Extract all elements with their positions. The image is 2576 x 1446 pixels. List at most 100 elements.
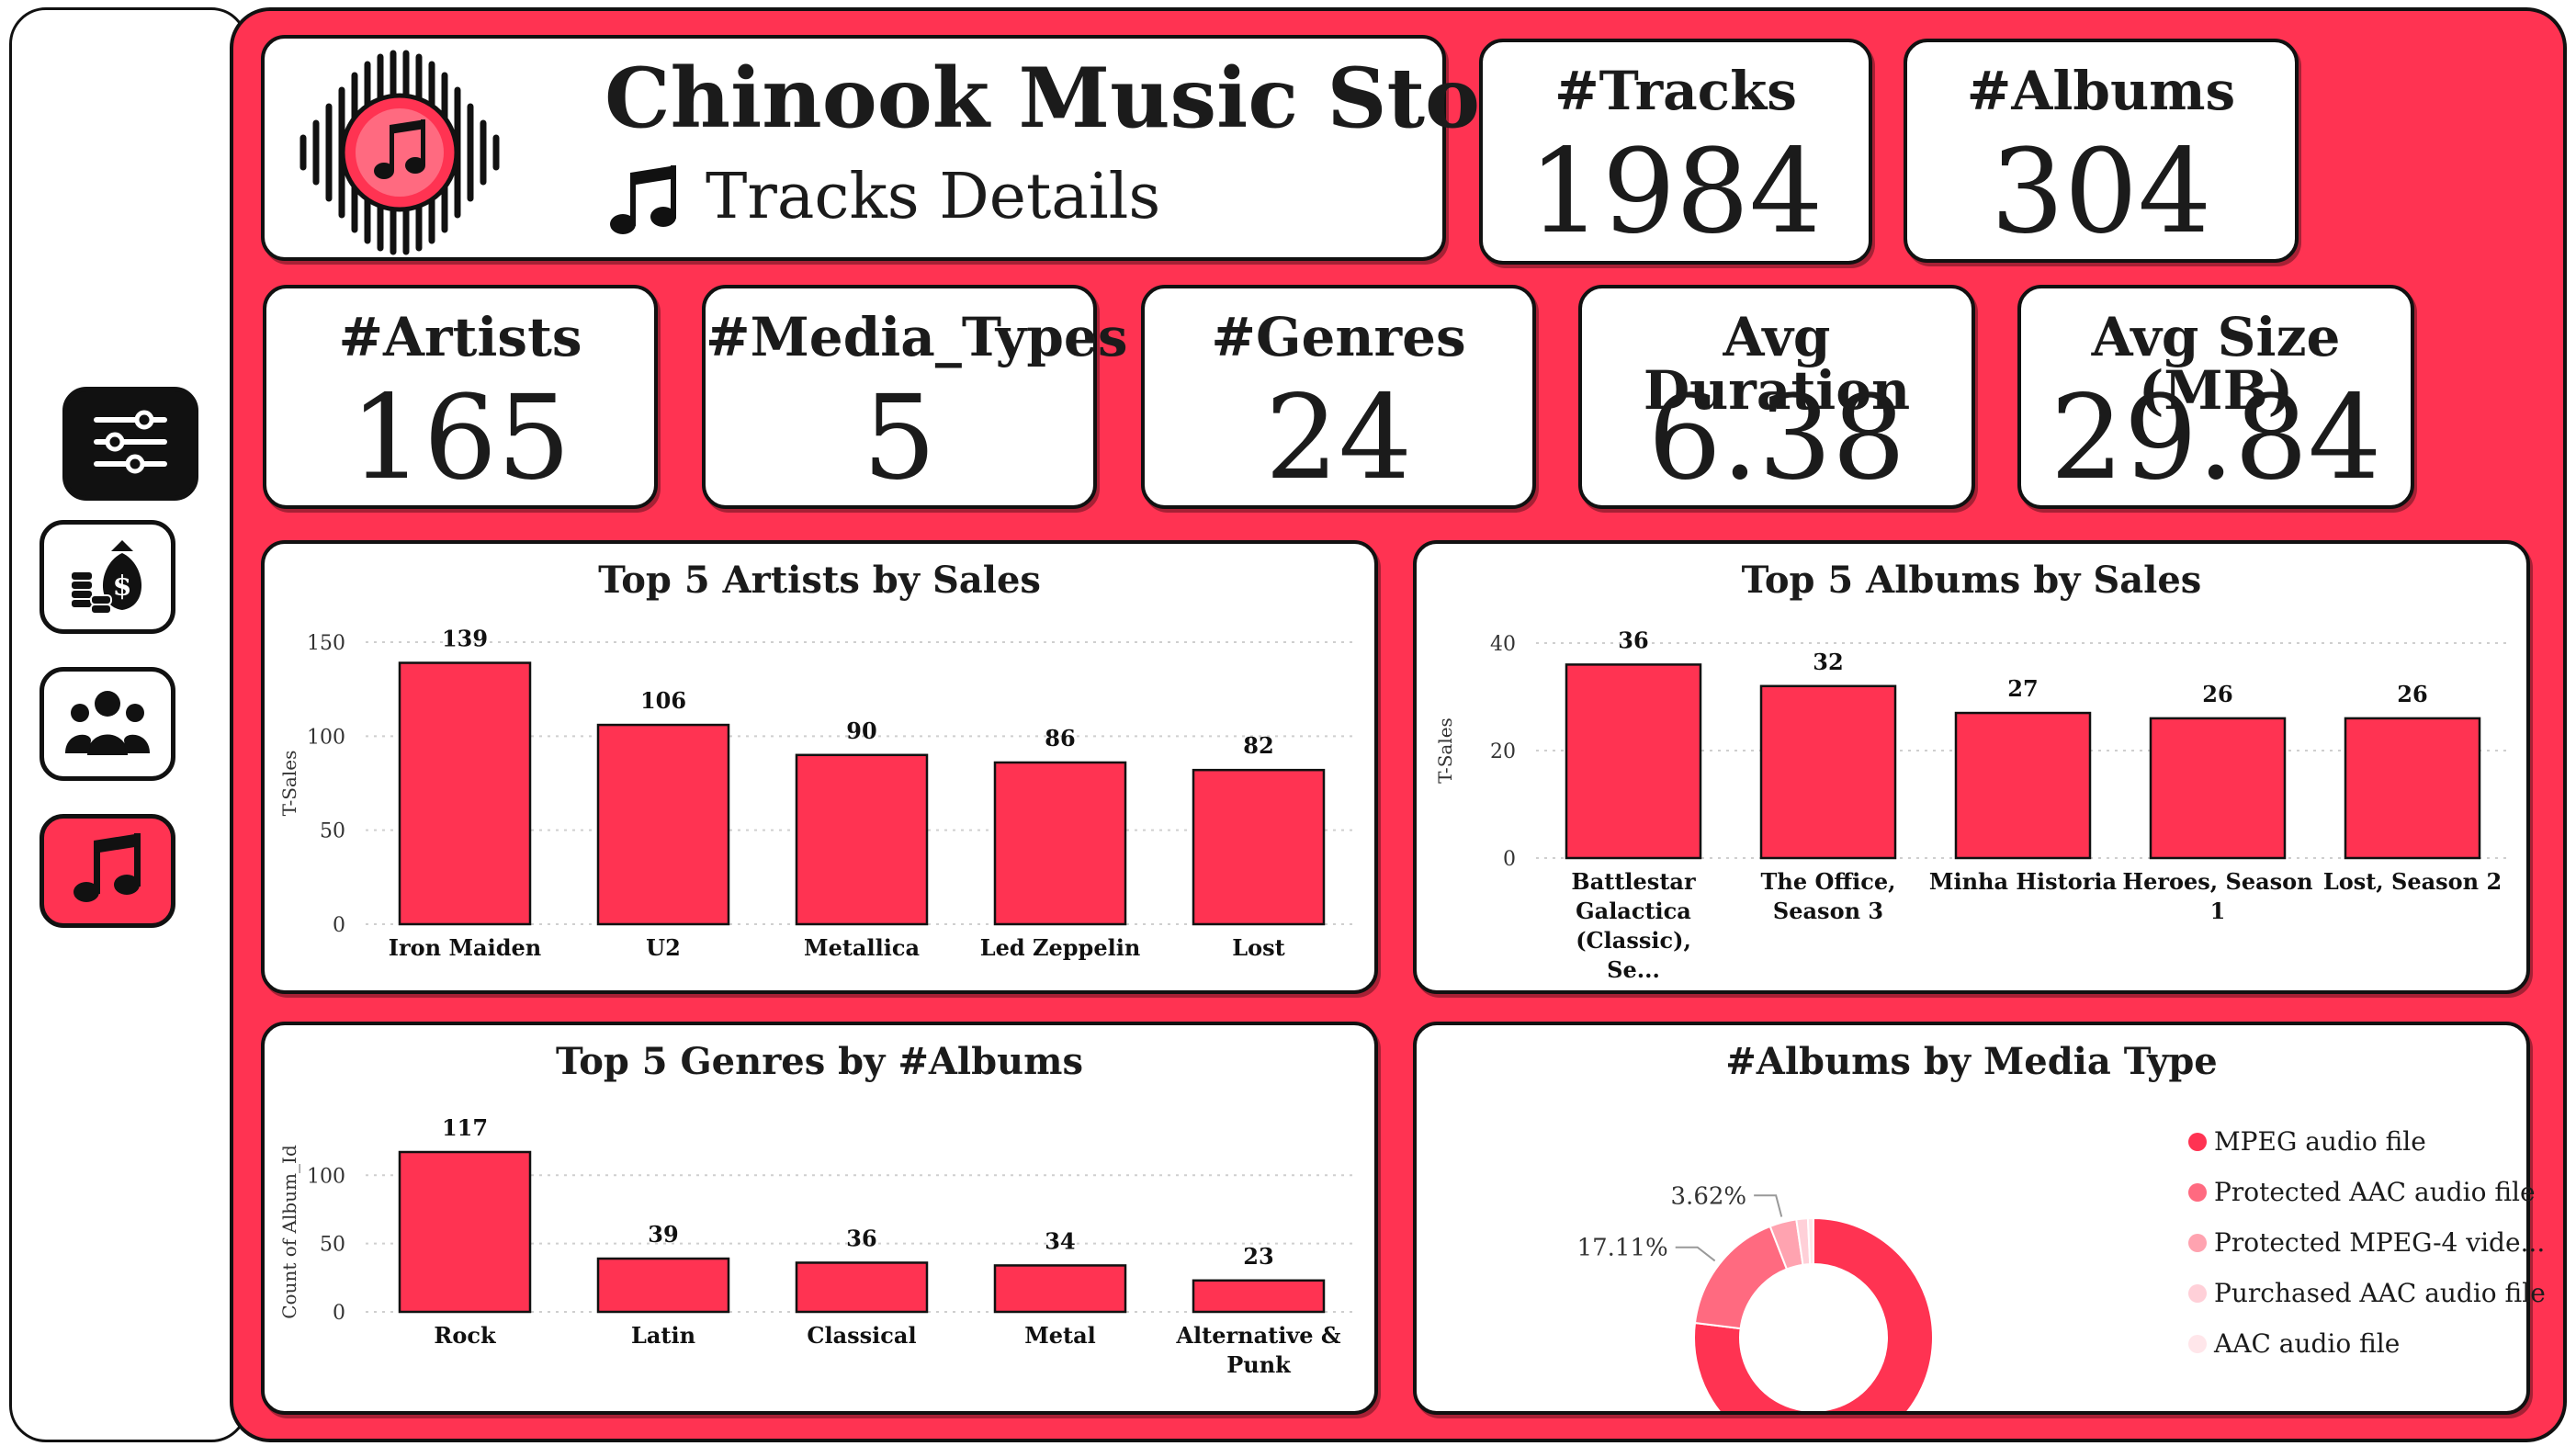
kpi-artists-card: #Artists 165: [263, 285, 658, 509]
legend-swatch: [2188, 1132, 2207, 1151]
data-label: 26: [2202, 681, 2232, 707]
kpi-artists-value: 165: [349, 370, 571, 505]
y-tick-label: 40: [1490, 633, 1516, 656]
y-tick-label: 20: [1490, 740, 1516, 763]
x-tick-label: Metallica: [804, 934, 920, 961]
chart-title: Top 5 Albums by Sales: [1741, 559, 2202, 602]
kpi-artists-label: #Artists: [338, 306, 582, 368]
x-tick-label: (Classic),: [1576, 927, 1691, 954]
data-label: 139: [442, 626, 488, 652]
x-tick-label: Heroes, Season: [2122, 868, 2312, 895]
kpi-avg-size-label: Avg Size (MB): [2091, 306, 2341, 422]
x-tick-label: Punk: [1226, 1351, 1292, 1378]
kpi-avg-duration-label: Avg Duration: [1643, 306, 1911, 422]
legend-label: AAC audio file: [2214, 1328, 2401, 1359]
kpi-albums-value: 304: [1990, 124, 2212, 259]
data-label: 26: [2397, 681, 2427, 707]
bar: [398, 661, 532, 926]
x-tick-label: Alternative &: [1175, 1322, 1341, 1349]
legend-item[interactable]: Protected MPEG-4 vide...: [2188, 1227, 2545, 1258]
bar: [596, 1257, 730, 1314]
chart-legend: MPEG audio file Protected AAC audio file P…: [2188, 1126, 2546, 1384]
legend-label: Purchased AAC audio file: [2214, 1278, 2546, 1308]
x-tick-label: Metal: [1024, 1322, 1096, 1349]
page-subtitle: Tracks Details: [706, 161, 1161, 233]
donut-chart-media-type: 76.97%17.11%3.62%: [1577, 1182, 1934, 1411]
data-label: 17.11%: [1577, 1235, 1668, 1262]
data-label: 27: [2007, 675, 2038, 702]
kpi-avg-duration-card: Avg Duration 6.38: [1578, 285, 1975, 509]
bar: [795, 753, 929, 926]
legend-label: Protected MPEG-4 vide...: [2214, 1227, 2546, 1258]
kpi-avg-size-value: 29.84: [2050, 370, 2382, 505]
data-label: 36: [846, 1225, 876, 1251]
bar: [993, 1264, 1127, 1314]
chart-top-albums-card: Top 5 Albums by Sales 0 20 40 T-Sales 36 Batt…: [1413, 540, 2530, 994]
nav-filters-button[interactable]: [62, 387, 198, 501]
bar-chart-top-albums: 0 20 40 T-Sales 36 Battlestar Galactica (Classi…: [1434, 627, 2510, 983]
legend-swatch: [2188, 1233, 2207, 1252]
kpi-media-types-label: #Media_Types: [706, 306, 1128, 368]
kpi-tracks-label: #Tracks: [1554, 60, 1797, 122]
bar: [2149, 717, 2287, 860]
legend-swatch: [2188, 1334, 2207, 1353]
people-icon: [63, 685, 152, 763]
nav-sales-button[interactable]: $: [40, 520, 175, 634]
x-tick-label: Lost: [1232, 934, 1284, 961]
chart-title: #Albums by Media Type: [1725, 1040, 2218, 1083]
kpi-albums-label: #Albums: [1966, 60, 2236, 122]
bar: [1759, 684, 1897, 860]
x-tick-label: Lost, Season 2: [2323, 868, 2502, 895]
data-label: 117: [442, 1114, 488, 1141]
x-tick-label: The Office,: [1761, 868, 1896, 895]
data-label: 106: [640, 687, 686, 714]
data-label: 86: [1045, 725, 1075, 751]
legend-item[interactable]: Protected AAC audio file: [2188, 1177, 2536, 1207]
x-tick-label: Classical: [807, 1322, 916, 1349]
data-label: 32: [1813, 649, 1843, 675]
bar: [993, 761, 1127, 926]
data-label: 3.62%: [1671, 1182, 1747, 1210]
nav-tracks-button[interactable]: [40, 814, 175, 928]
x-tick-label: Galactica: [1576, 898, 1691, 924]
chart-top-genres-card: Top 5 Genres by #Albums 0 50 100 Count of A…: [261, 1022, 1378, 1415]
bar: [596, 723, 730, 926]
y-tick-label: 0: [1503, 848, 1516, 871]
bar-chart-top-genres: 0 50 100 Count of Album_Id 117 Rock 39 Latin 36 C…: [278, 1114, 1358, 1378]
legend-item[interactable]: AAC audio file: [2188, 1328, 2400, 1359]
legend-item[interactable]: MPEG audio file: [2188, 1126, 2426, 1157]
title-card: Chinook Music Store Tracks Details: [261, 35, 1576, 261]
page-title: Chinook Music Store: [604, 50, 1576, 147]
svg-text:$: $: [113, 570, 132, 603]
kpi-genres-card: #Genres 24: [1141, 285, 1536, 509]
bar: [795, 1261, 929, 1314]
bar: [1192, 1279, 1326, 1314]
x-tick-label: Battlestar: [1571, 868, 1696, 895]
y-tick-label: 0: [333, 1302, 345, 1325]
kpi-tracks-card: #Tracks 1984: [1479, 39, 1872, 265]
chart-title: Top 5 Artists by Sales: [598, 559, 1041, 602]
data-label: 34: [1045, 1227, 1075, 1254]
kpi-tracks-value: 1984: [1528, 124, 1824, 259]
sidebar: $: [9, 7, 248, 1442]
legend-label: Protected AAC audio file: [2214, 1177, 2536, 1207]
chart-media-type-card: #Albums by Media Type 76.97%17.11%3.62% …: [1413, 1022, 2546, 1415]
y-axis-label: Count of Album_Id: [278, 1145, 300, 1319]
music-note-icon: [66, 828, 149, 914]
y-tick-label: 0: [333, 914, 345, 937]
kpi-media-types-value: 5: [862, 370, 937, 505]
x-tick-label: Iron Maiden: [389, 934, 541, 961]
donut-slice: [1693, 1225, 1789, 1330]
bar: [1954, 711, 2092, 860]
x-tick-label: Season 3: [1773, 898, 1883, 924]
legend-swatch: [2188, 1182, 2207, 1202]
y-axis-label: T-Sales: [1434, 717, 1456, 784]
y-tick-label: 50: [320, 820, 345, 843]
y-tick-label: 100: [307, 1165, 345, 1188]
x-tick-label: Se...: [1607, 956, 1660, 983]
music-logo-icon: [294, 50, 505, 259]
kpi-avg-size-card: Avg Size (MB) 29.84: [2017, 285, 2414, 509]
data-label-leader: [1675, 1246, 1716, 1262]
legend-item[interactable]: Purchased AAC audio file: [2188, 1278, 2546, 1308]
nav-customers-button[interactable]: [40, 667, 175, 781]
